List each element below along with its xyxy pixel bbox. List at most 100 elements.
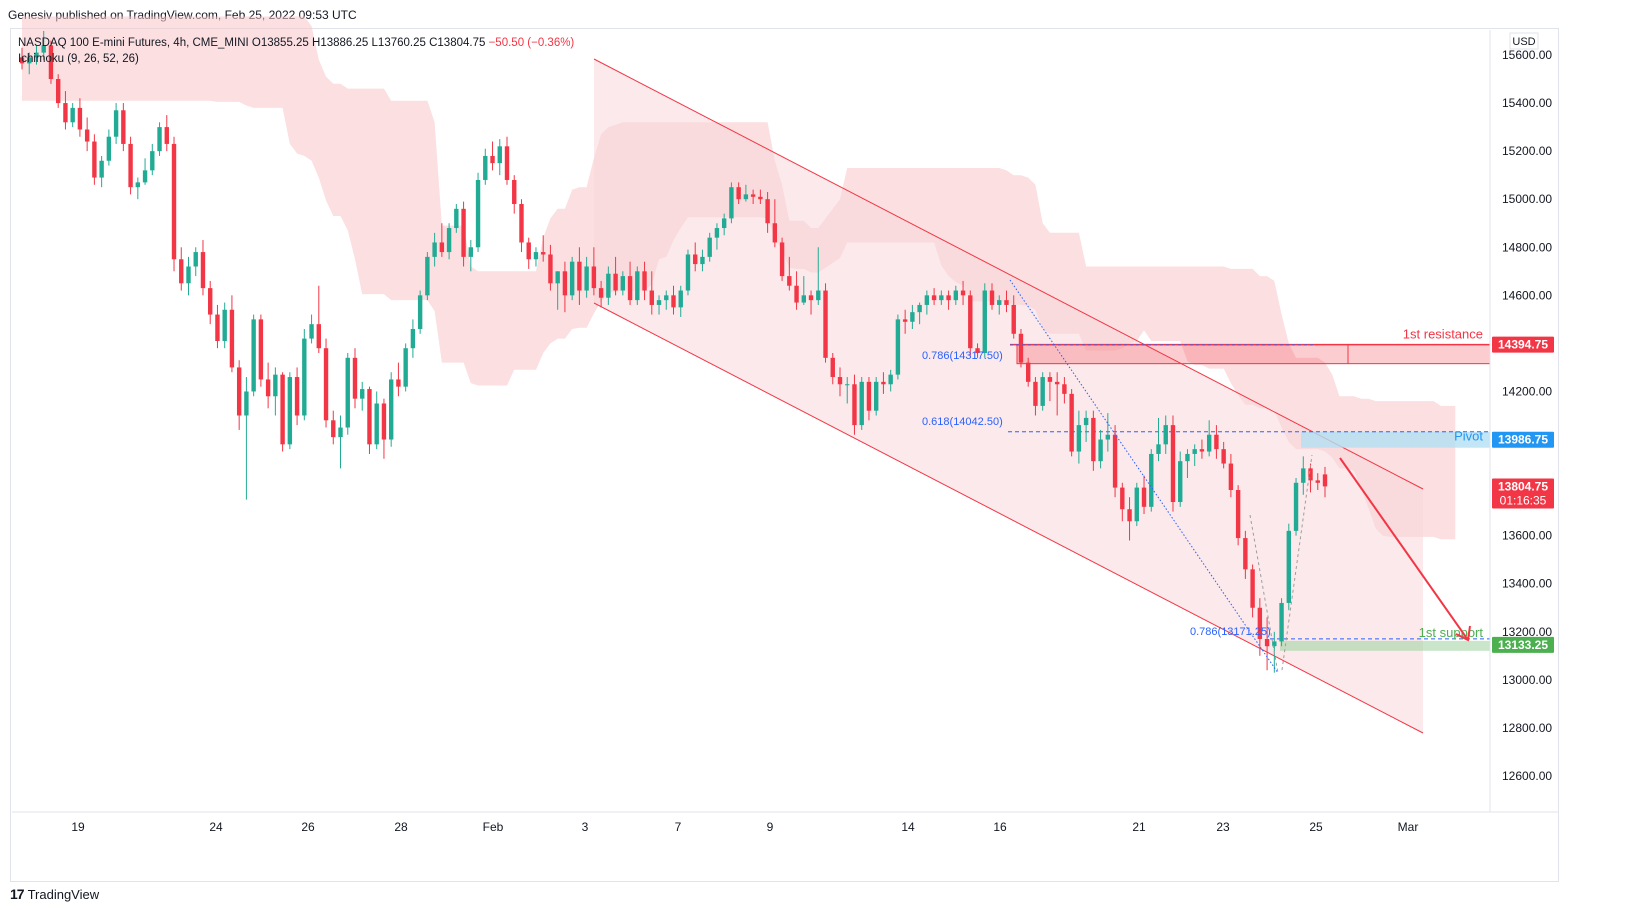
candle-body — [19, 57, 25, 64]
x-tick-label: 9 — [767, 820, 774, 834]
candle-body — [1257, 607, 1263, 640]
candle-body — [1163, 425, 1168, 445]
candle-body — [193, 252, 198, 267]
candle-body — [1243, 538, 1248, 570]
candle-body — [678, 290, 683, 308]
candle-body — [866, 381, 872, 411]
candle-body — [721, 218, 727, 229]
candle-body — [331, 420, 336, 438]
candle-body — [1156, 444, 1161, 454]
candle-body — [859, 381, 864, 426]
ohlc-low: L13760.25 — [371, 37, 426, 49]
candle-body — [77, 107, 83, 130]
cloud-band — [22, 16, 1456, 540]
candle-body — [656, 300, 662, 305]
candle-body — [403, 348, 408, 387]
pivot-label: Pivot — [1454, 429, 1483, 444]
candle-body — [758, 196, 763, 200]
candle-body — [236, 367, 242, 416]
candle-body — [613, 273, 618, 291]
candle-body — [1250, 569, 1255, 608]
x-tick-label: 21 — [1132, 820, 1146, 834]
candle-body — [772, 223, 778, 243]
candle-body — [671, 295, 676, 308]
candle-body — [548, 254, 553, 284]
candle-body — [1054, 381, 1060, 385]
candle-body — [975, 348, 980, 354]
candle-body — [1206, 434, 1212, 452]
candle-body — [852, 384, 857, 426]
candle-body — [309, 324, 314, 339]
pivot-zone — [1301, 431, 1490, 448]
candle-body — [1091, 417, 1096, 462]
candle-body — [171, 143, 177, 260]
candle-body — [504, 146, 510, 180]
tradingview-logo-icon[interactable]: 17 — [10, 886, 25, 902]
candle-body — [200, 252, 206, 289]
tradingview-brand[interactable]: TradingView — [27, 886, 100, 902]
candle-body — [294, 377, 300, 416]
candle-body — [208, 288, 213, 315]
candle-body — [830, 357, 835, 378]
candle-body — [591, 266, 597, 289]
candle-body — [229, 309, 235, 368]
candle-body — [779, 242, 785, 277]
candle-body — [743, 194, 749, 200]
candle-body — [1127, 509, 1132, 522]
candle-body — [1178, 461, 1183, 503]
candle-body — [1004, 300, 1009, 305]
descending-channel — [593, 58, 1424, 734]
candle-body — [924, 295, 930, 305]
candle-body — [845, 384, 850, 386]
candle-body — [685, 254, 691, 291]
candle-body — [142, 170, 148, 183]
chart-frame — [10, 28, 1559, 882]
candle-body — [750, 194, 756, 197]
candle-body — [649, 290, 654, 305]
y-tick-label: 13200.00 — [1502, 625, 1552, 639]
candle-body — [512, 179, 517, 205]
candle-body — [533, 252, 539, 260]
candle-body — [454, 208, 459, 229]
candle-body — [873, 381, 879, 411]
candle-body — [1185, 453, 1190, 462]
candle-body — [381, 403, 387, 440]
candle-body — [960, 290, 966, 296]
indicator-label[interactable]: Ichimoku (9, 26, 52, 26) — [18, 53, 139, 65]
price-tag-box — [1492, 431, 1554, 448]
candle-body — [1047, 377, 1053, 382]
candle-body — [939, 295, 944, 301]
candle-body — [555, 271, 560, 284]
candle-body — [55, 79, 61, 104]
candle-body — [388, 379, 394, 440]
candle-body — [627, 276, 633, 301]
candle-body — [1293, 482, 1299, 531]
candle-body — [881, 381, 886, 385]
x-tick-label: 28 — [394, 820, 408, 834]
candle-body — [989, 290, 995, 305]
candle-body — [432, 242, 437, 257]
candle-body — [910, 312, 915, 322]
candle-body — [1098, 439, 1103, 462]
candle-body — [1040, 377, 1045, 406]
candle-body — [338, 427, 343, 438]
candle-body — [519, 204, 524, 243]
candles — [19, 30, 1328, 673]
ohlc-close: C13804.75 — [429, 37, 486, 49]
symbol-name: NASDAQ 100 E-mini Futures, 4h, CME_MINI — [18, 37, 249, 49]
candle-body — [1221, 449, 1226, 464]
candle-body — [902, 319, 908, 322]
price-tag-box — [1492, 636, 1554, 653]
candle-body — [729, 187, 734, 219]
swing-line — [1249, 514, 1279, 674]
candle-body — [1308, 468, 1313, 481]
candle-body — [620, 276, 626, 291]
price-axis: 12600.00 12800.00 13000.00 13200.00 13400.00… — [1489, 30, 1554, 812]
candle-body — [888, 374, 893, 385]
candle-body — [106, 136, 112, 161]
candle-body — [417, 295, 423, 329]
candle-body — [352, 357, 358, 399]
candle-body — [258, 319, 264, 380]
candle-body — [1315, 480, 1320, 483]
